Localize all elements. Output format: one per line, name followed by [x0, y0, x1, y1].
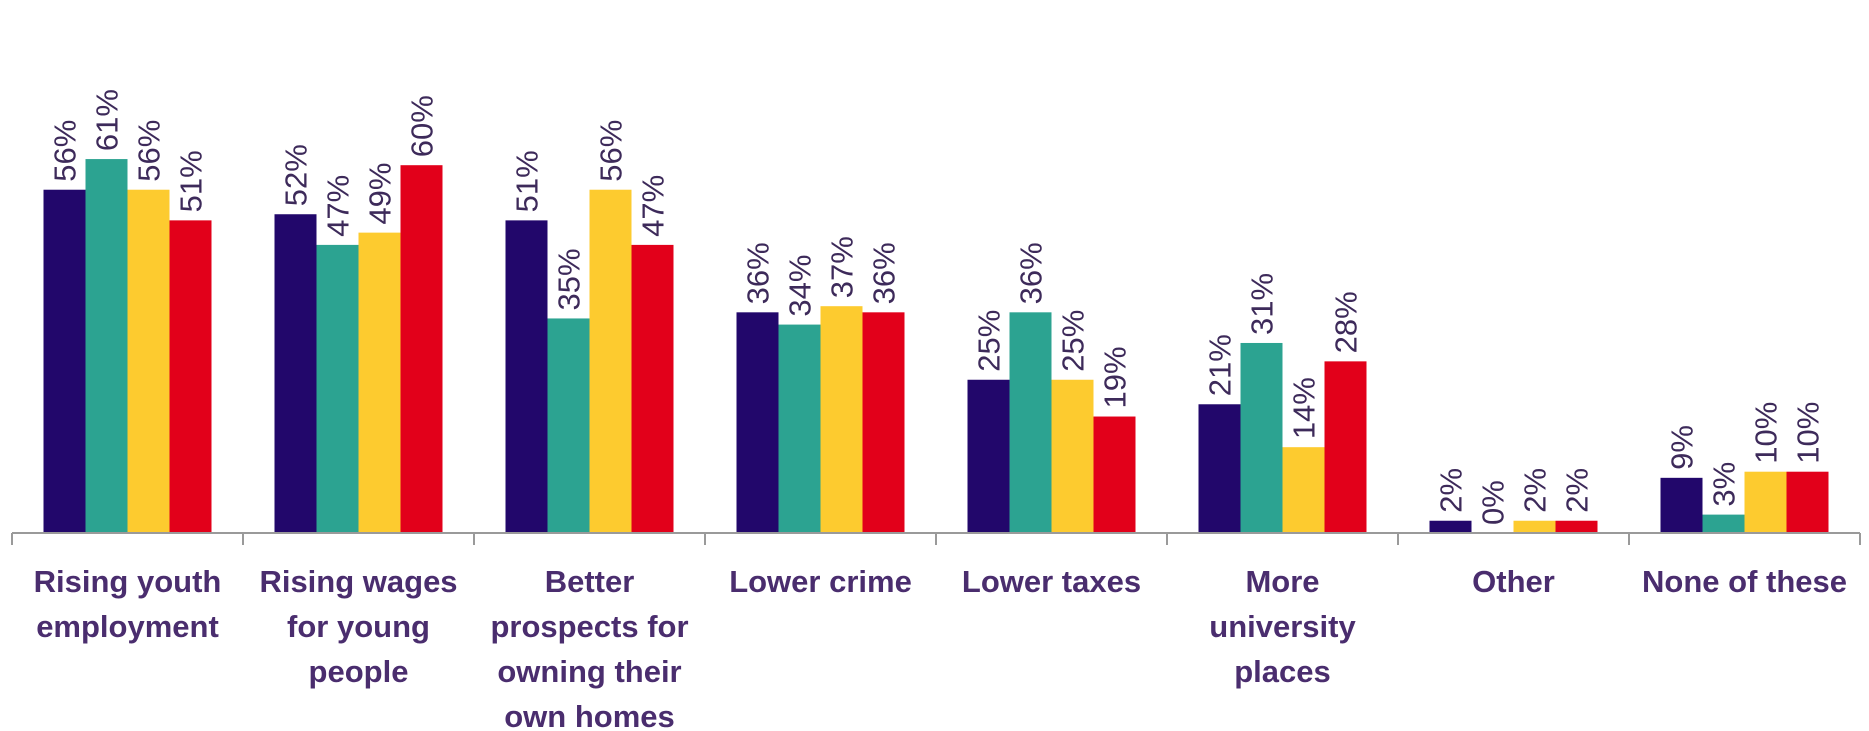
data-label: 21% — [1203, 334, 1238, 396]
data-label: 37% — [825, 236, 860, 298]
data-label: 56% — [594, 120, 629, 182]
data-label: 2% — [1518, 468, 1553, 513]
bar — [967, 379, 1010, 533]
bar — [1660, 477, 1703, 533]
bar — [1324, 361, 1367, 533]
bar — [862, 312, 905, 533]
bars-layer — [43, 159, 1829, 534]
bar — [316, 244, 359, 533]
data-label: 19% — [1098, 346, 1133, 408]
bar — [1786, 471, 1829, 533]
data-label: 0% — [1476, 480, 1511, 525]
data-label: 25% — [972, 310, 1007, 372]
category-label: None of these — [1642, 564, 1847, 599]
category-labels-layer: Rising youth employment Rising wages for yo… — [34, 564, 1847, 731]
bar — [505, 220, 548, 533]
bar — [589, 189, 632, 533]
bar — [1009, 312, 1052, 533]
bar — [1744, 471, 1787, 533]
data-label: 56% — [132, 120, 167, 182]
data-label: 52% — [279, 144, 314, 206]
bar — [1702, 514, 1745, 533]
bar — [547, 318, 590, 533]
bar — [1051, 379, 1094, 533]
bar — [631, 244, 674, 533]
value-labels-layer: 56% 61% 56% 51% 52% 47% 49%60%51%35%56%47%36% 3… — [48, 89, 1826, 525]
bar — [127, 189, 170, 533]
data-label: 56% — [48, 120, 83, 182]
data-label: 35% — [552, 248, 587, 310]
data-label: 60% — [405, 95, 440, 157]
bar — [85, 159, 128, 533]
bar — [1282, 447, 1325, 533]
bar — [169, 220, 212, 533]
data-label: 34% — [783, 255, 818, 317]
bar — [736, 312, 779, 533]
data-label: 9% — [1665, 425, 1700, 470]
bar — [1240, 342, 1283, 533]
bar — [820, 306, 863, 533]
data-label: 10% — [1791, 402, 1826, 464]
data-label: 2% — [1434, 468, 1469, 513]
bar — [1198, 404, 1241, 533]
bar — [358, 232, 401, 533]
data-label: 47% — [636, 175, 671, 237]
bar — [43, 189, 86, 533]
data-label: 49% — [363, 163, 398, 225]
category-label: Other — [1472, 564, 1555, 599]
data-label: 36% — [867, 242, 902, 304]
category-label: Lower crime — [729, 564, 912, 599]
bar — [1093, 416, 1136, 533]
data-label: 10% — [1749, 402, 1784, 464]
bar — [1429, 520, 1472, 533]
category-label: Lower taxes — [962, 564, 1141, 599]
data-label: 3% — [1707, 462, 1742, 507]
data-label: 51% — [174, 150, 209, 212]
data-label: 14% — [1287, 377, 1322, 439]
bar — [778, 324, 821, 533]
data-label: 36% — [1014, 242, 1049, 304]
category-label: Rising wages for young people — [259, 564, 457, 689]
data-label: 36% — [741, 242, 776, 304]
bar — [1513, 520, 1556, 533]
data-label: 28% — [1329, 291, 1364, 353]
data-label: 2% — [1560, 468, 1595, 513]
bar — [274, 214, 317, 534]
category-label: Rising youth employment — [34, 564, 222, 644]
category-label: Better prospects for owning their own homes — [490, 564, 688, 731]
bar — [1555, 520, 1598, 533]
data-label: 31% — [1245, 273, 1280, 335]
bar — [400, 165, 443, 533]
data-label: 25% — [1056, 310, 1091, 372]
data-label: 61% — [90, 89, 125, 151]
data-label: 51% — [510, 150, 545, 212]
x-axis — [11, 532, 1861, 545]
category-label: More university places — [1209, 564, 1356, 689]
data-label: 47% — [321, 175, 356, 237]
